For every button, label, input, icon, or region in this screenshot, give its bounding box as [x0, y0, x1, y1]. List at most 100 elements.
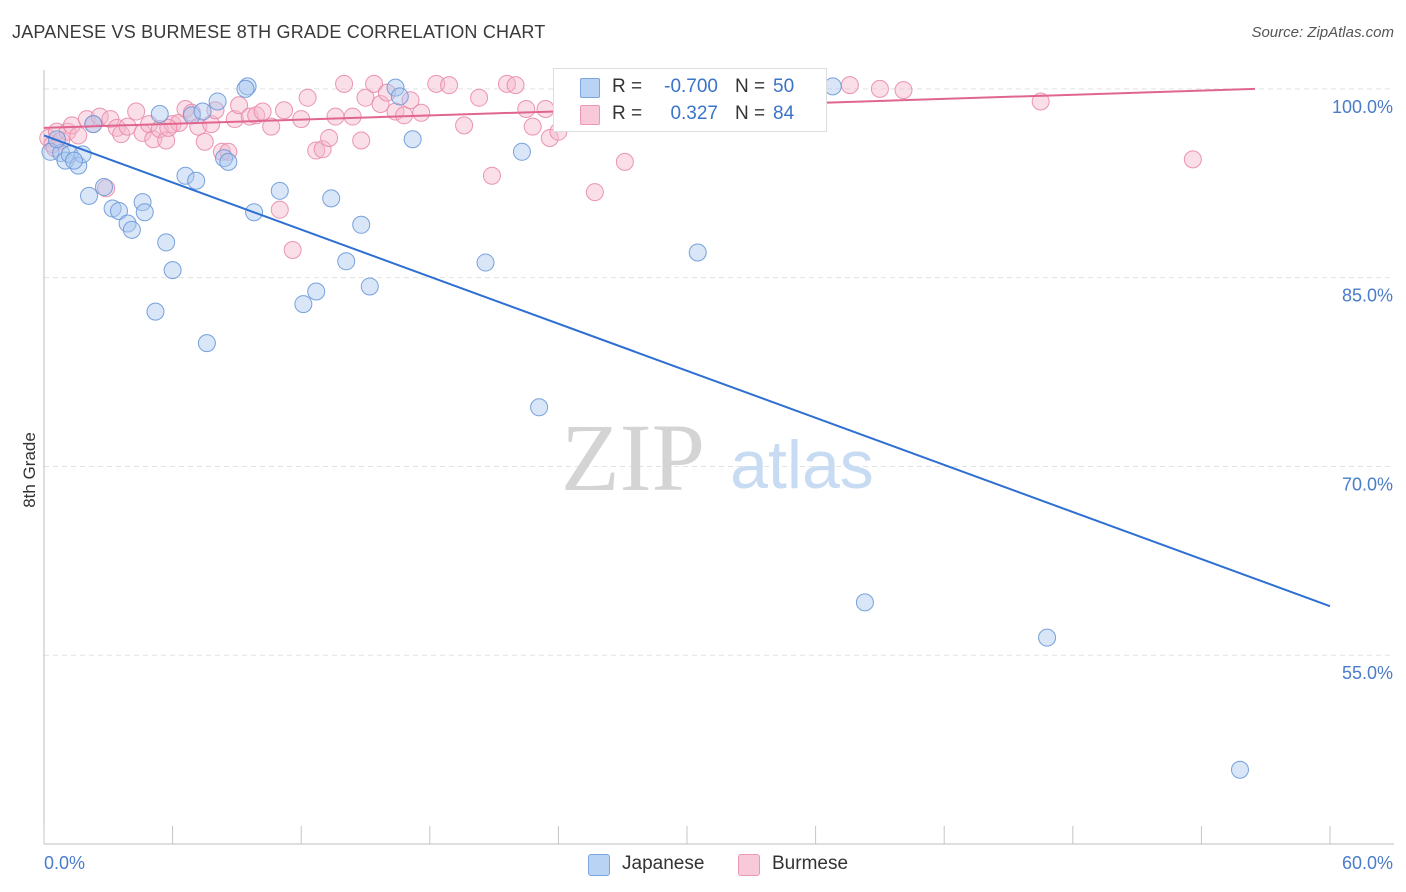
japanese-point-26	[238, 77, 257, 96]
burmese-point-31	[225, 110, 244, 129]
japanese-point-10	[110, 201, 129, 220]
tick-labels: 100.0% 85.0% 70.0% 55.0% 0.0% 60.0%	[44, 97, 1393, 873]
japanese-point-22	[197, 334, 216, 353]
japanese-point-23	[208, 92, 227, 111]
burmese-point-56	[412, 103, 431, 122]
burmese-legend-label: Burmese	[772, 853, 849, 874]
burmese-point-48	[352, 131, 371, 150]
japanese-point-37	[403, 130, 422, 149]
japanese-point-43	[855, 593, 874, 612]
burmese-point-80	[1031, 92, 1050, 111]
japanese-point-16	[150, 105, 169, 124]
japanese-point-32	[337, 252, 356, 271]
japanese-point-28	[270, 181, 289, 200]
burmese-point-32	[230, 96, 249, 115]
burmese-point-57	[427, 74, 446, 93]
burmese-point-26	[195, 132, 214, 151]
burmese-point-11	[101, 110, 120, 129]
burmese-point-46	[335, 74, 354, 93]
burmese-legend-swatch	[738, 854, 760, 876]
burmese-point-66	[536, 100, 555, 119]
y-tick-label-3: 55.0%	[1342, 663, 1393, 683]
n-label: N =	[735, 76, 766, 97]
burmese-point-58	[440, 76, 459, 95]
burmese-point-42	[307, 141, 326, 160]
legend-row-japanese: R = -0.700 N = 50	[554, 73, 826, 101]
burmese-point-79	[894, 81, 913, 100]
r-value: 0.327	[670, 103, 718, 124]
y-axis-label: 8th Grade	[20, 432, 39, 508]
japanese-point-31	[322, 189, 341, 208]
burmese-point-55	[401, 91, 420, 110]
burmese-point-64	[517, 100, 536, 119]
burmese-point-59	[455, 116, 474, 135]
japanese-point-25	[219, 152, 238, 171]
japanese-point-21	[187, 171, 206, 190]
burmese-point-27	[202, 115, 221, 134]
axes	[43, 70, 1394, 845]
n-value: 84	[773, 103, 795, 124]
r-label: R =	[612, 76, 643, 97]
trend-lines	[43, 87, 1331, 608]
burmese-point-49	[356, 88, 375, 107]
watermark-atlas: atlas	[730, 427, 874, 503]
burmese-point-43	[313, 140, 332, 159]
japanese-legend-label: Japanese	[622, 853, 705, 874]
japanese-point-19	[176, 166, 195, 185]
burmese-point-28	[206, 101, 225, 120]
japanese-point-49	[236, 79, 255, 98]
japanese-point-8	[95, 178, 114, 197]
burmese-point-9	[90, 107, 109, 126]
burmese-point-63	[506, 76, 525, 95]
burmese-point-47	[343, 107, 362, 126]
japanese-point-34	[360, 277, 379, 296]
burmese-point-45	[326, 107, 345, 126]
japanese-point-15	[146, 302, 165, 321]
japanese-point-6	[80, 186, 99, 205]
japanese-point-35	[386, 78, 405, 97]
burmese-point-70	[585, 183, 604, 202]
japanese-point-47	[65, 151, 84, 170]
r-value: -0.700	[664, 76, 718, 97]
japanese-point-17	[157, 233, 176, 252]
burmese-point-37	[270, 200, 289, 219]
burmese-point-15	[127, 102, 146, 121]
x-tick-label-1: 60.0%	[1342, 853, 1393, 873]
japanese-point-36	[390, 87, 409, 106]
burmese-swatch	[580, 105, 600, 125]
japanese-point-40	[530, 398, 549, 417]
burmese-point-6	[69, 126, 88, 145]
japanese-point-33	[352, 215, 371, 234]
japanese-point-45	[1230, 760, 1249, 779]
n-value: 50	[773, 76, 795, 97]
burmese-point-38	[275, 101, 294, 120]
burmese-point-14	[118, 117, 137, 136]
japanese-point-41	[688, 243, 707, 262]
japanese-point-14	[135, 203, 154, 222]
japanese-legend-swatch	[588, 854, 610, 876]
japanese-point-29	[294, 295, 313, 314]
japanese-point-30	[307, 282, 326, 301]
burmese-point-60	[470, 88, 489, 107]
watermark-zip: ZIP	[561, 404, 705, 511]
burmese-point-50	[365, 74, 384, 93]
japanese-point-7	[84, 115, 103, 134]
japanese-point-18	[163, 261, 182, 280]
burmese-point-78	[870, 79, 889, 98]
burmese-point-35	[253, 102, 272, 121]
burmese-point-41	[298, 88, 317, 107]
burmese-point-77	[840, 76, 859, 95]
x-tick-label-0: 0.0%	[44, 853, 85, 873]
burmese-point-81	[1183, 150, 1202, 169]
japanese-series	[41, 77, 1249, 779]
y-tick-label-1: 85.0%	[1342, 286, 1393, 306]
burmese-point-61	[482, 166, 501, 185]
japanese-swatch	[580, 78, 600, 98]
n-label: N =	[735, 103, 766, 124]
chart-title: JAPANESE VS BURMESE 8TH GRADE CORRELATIO…	[12, 22, 546, 42]
legend-row-burmese: R = 0.327 N = 84	[554, 100, 826, 128]
watermark: ZIP atlas	[561, 404, 874, 511]
y-tick-label-0: 100.0%	[1332, 97, 1393, 117]
grid-lines	[44, 88, 1394, 656]
